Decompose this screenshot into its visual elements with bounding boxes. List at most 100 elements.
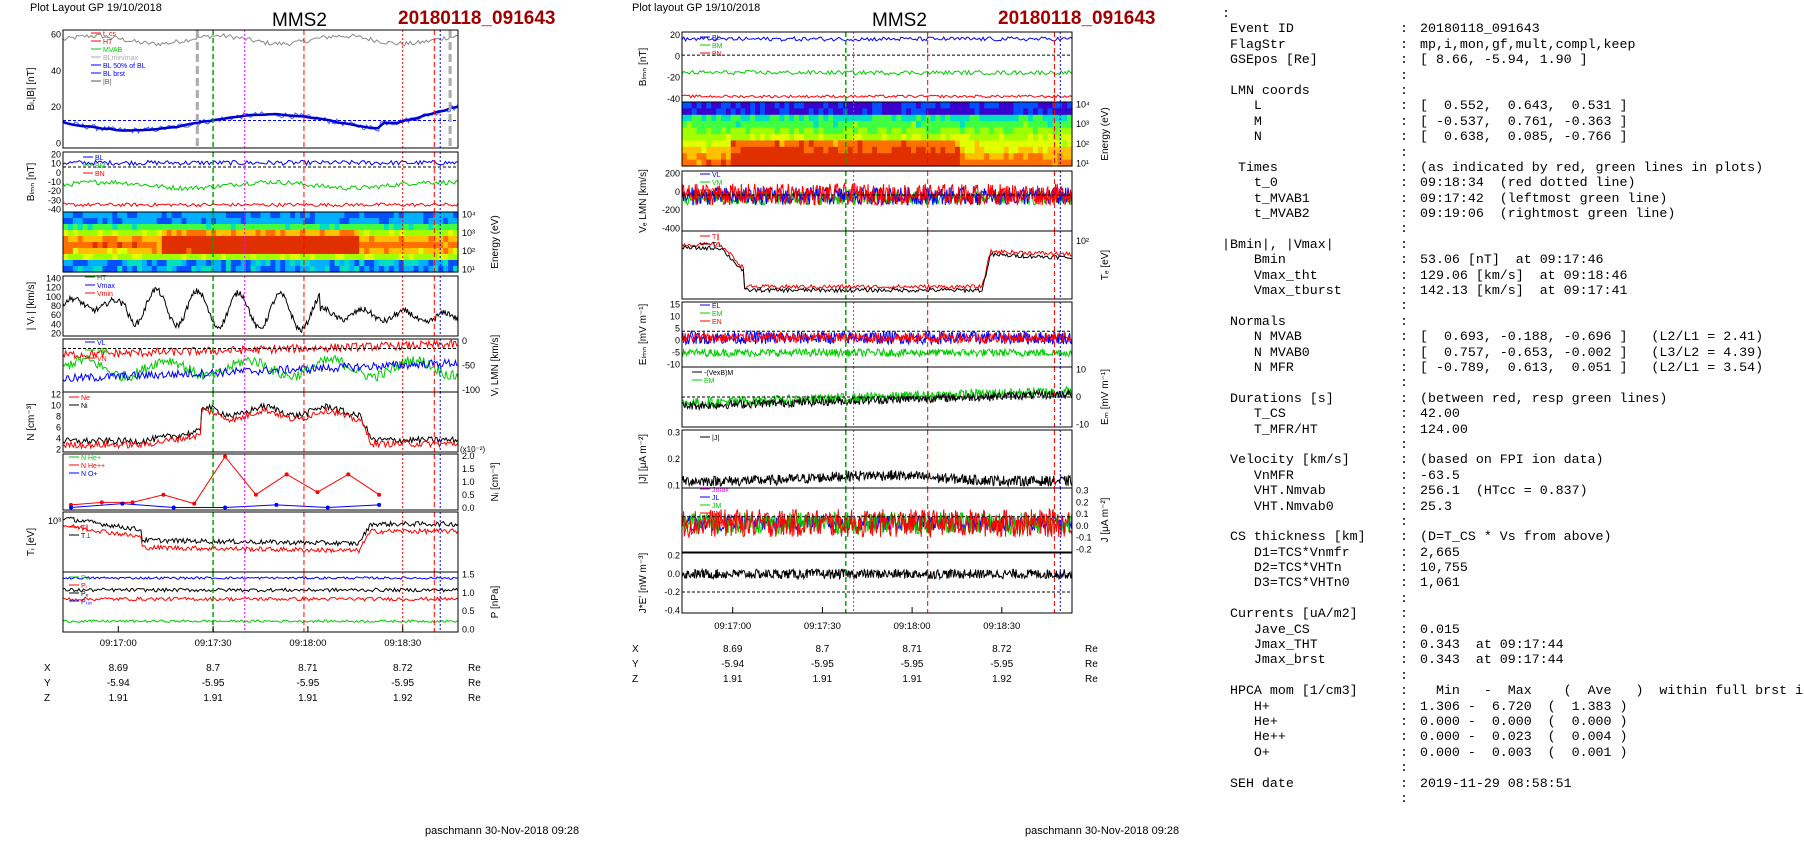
spectrogram-cell: [891, 121, 898, 129]
spectrogram-cell: [171, 266, 178, 273]
spectrogram-cell: [196, 242, 202, 249]
spectrogram-cell: [852, 102, 859, 109]
spectrogram-cell: [161, 254, 168, 261]
spectrogram-cell: [730, 134, 737, 141]
spectrogram-cell: [750, 134, 756, 141]
spectrogram-cell: [774, 121, 781, 129]
spectrogram-cell: [896, 140, 902, 148]
spectrogram-cell: [77, 248, 84, 255]
spectrogram-cell: [730, 159, 737, 167]
spectrogram-cell: [453, 218, 459, 225]
info-value: 0.000 - 0.000 ( 0.000 ): [1420, 713, 1628, 729]
coord-row-label: X: [44, 663, 51, 674]
spectrogram-cell: [886, 140, 893, 148]
spectrogram-cell: [950, 121, 956, 129]
spectrogram-cell: [955, 121, 961, 129]
spectrogram-cell: [730, 146, 737, 154]
spectrogram-cell: [107, 218, 113, 225]
spectrogram-cell: [799, 134, 805, 141]
spectrogram-cell: [833, 114, 839, 122]
spectrogram-cell: [151, 254, 158, 261]
spectrogram-cell: [235, 230, 242, 237]
spectrogram-cell: [1037, 153, 1044, 161]
spectrogram-cell: [250, 266, 257, 273]
spectrogram-cell: [295, 254, 301, 261]
info-value: 2,665: [1420, 544, 1460, 560]
spectrogram-cell: [916, 102, 922, 109]
spectrogram-cell: [418, 218, 425, 225]
spectrogram-cell: [63, 242, 69, 249]
spectrogram-cell: [935, 153, 941, 161]
spectrogram-cell: [329, 230, 336, 237]
spectrogram-cell: [433, 248, 439, 255]
spectrogram-cell: [799, 108, 805, 116]
spectrogram-cell: [166, 248, 173, 255]
spectrogram-cell: [833, 159, 839, 167]
info-key: Jmax_THT: [1222, 637, 1318, 653]
spectrogram-cell: [984, 102, 990, 109]
spectrogram-cell: [344, 242, 350, 249]
spectrogram-cell: [453, 248, 459, 255]
series-Pi: [62, 596, 459, 602]
spectrogram-cell: [186, 254, 192, 261]
spectrogram-cell: [760, 134, 766, 141]
y-tick-label: 10¹: [1076, 158, 1089, 168]
spectrogram-cell: [398, 266, 405, 273]
spectrogram-cell: [940, 121, 946, 129]
spectrogram-cell: [388, 254, 395, 261]
spectrogram-cell: [408, 230, 415, 237]
spectrogram-cell: [794, 114, 800, 122]
info-separator: :: [1400, 744, 1408, 760]
spectrogram-cell: [764, 140, 771, 148]
spectrogram-cell: [245, 218, 252, 225]
spectrogram-cell: [950, 159, 956, 167]
spectrogram-cell: [764, 121, 771, 129]
spectrogram-cell: [872, 102, 878, 109]
spectrogram-cell: [448, 242, 454, 249]
spectrogram-cell: [295, 212, 301, 219]
spectrogram-cell: [818, 146, 824, 154]
spectrogram-cell: [838, 134, 844, 141]
spectrogram-cell: [691, 153, 698, 161]
spectrogram-cell: [906, 159, 912, 167]
spectrogram-cell: [63, 260, 69, 267]
spectrogram-cell: [959, 153, 966, 161]
spectrogram-cell: [959, 140, 966, 148]
spectrogram-cell: [735, 102, 742, 109]
spectrogram-cell: [711, 134, 717, 141]
spectrogram-cell: [945, 140, 951, 148]
spectrogram-cell: [755, 159, 761, 167]
spectrogram-cell: [255, 236, 262, 243]
spectrogram-cell: [92, 230, 99, 237]
y-tick-label: -400: [662, 224, 680, 234]
info-separator: :: [1400, 467, 1408, 483]
spectrogram-cell: [1042, 114, 1049, 122]
spectrogram-cell: [369, 236, 375, 243]
spectrogram-cell: [235, 212, 242, 219]
spectrogram-cell: [823, 127, 829, 135]
spectrogram-cell: [364, 266, 370, 273]
spectrogram-cell: [794, 134, 800, 141]
spectrogram-cell: [270, 248, 276, 255]
spectrogram-cell: [1037, 159, 1044, 167]
spectrogram-cell: [235, 266, 242, 273]
y-tick-label: 200: [665, 168, 680, 178]
spectrogram-cell: [339, 248, 346, 255]
spectrogram-cell: [774, 108, 781, 116]
info-separator: :: [1400, 590, 1408, 606]
spectrogram-cell: [896, 146, 902, 154]
spectrogram-cell: [984, 146, 990, 154]
spectrogram-cell: [916, 121, 922, 129]
legend-entry: EM: [704, 378, 715, 385]
info-value: 09:18:34 (red dotted line): [1420, 175, 1636, 191]
spectrogram-cell: [721, 114, 727, 122]
spectrogram-cell: [354, 218, 360, 225]
coord-value: 8.72: [992, 644, 1012, 655]
spectrogram-cell: [398, 212, 405, 219]
spectrogram-cell: [959, 127, 966, 135]
spectrogram-cell: [891, 146, 898, 154]
spectrogram-cell: [940, 102, 946, 109]
spectrogram-cell: [838, 127, 844, 135]
spectrogram-cell: [911, 153, 917, 161]
spectrogram-cell: [745, 102, 751, 109]
